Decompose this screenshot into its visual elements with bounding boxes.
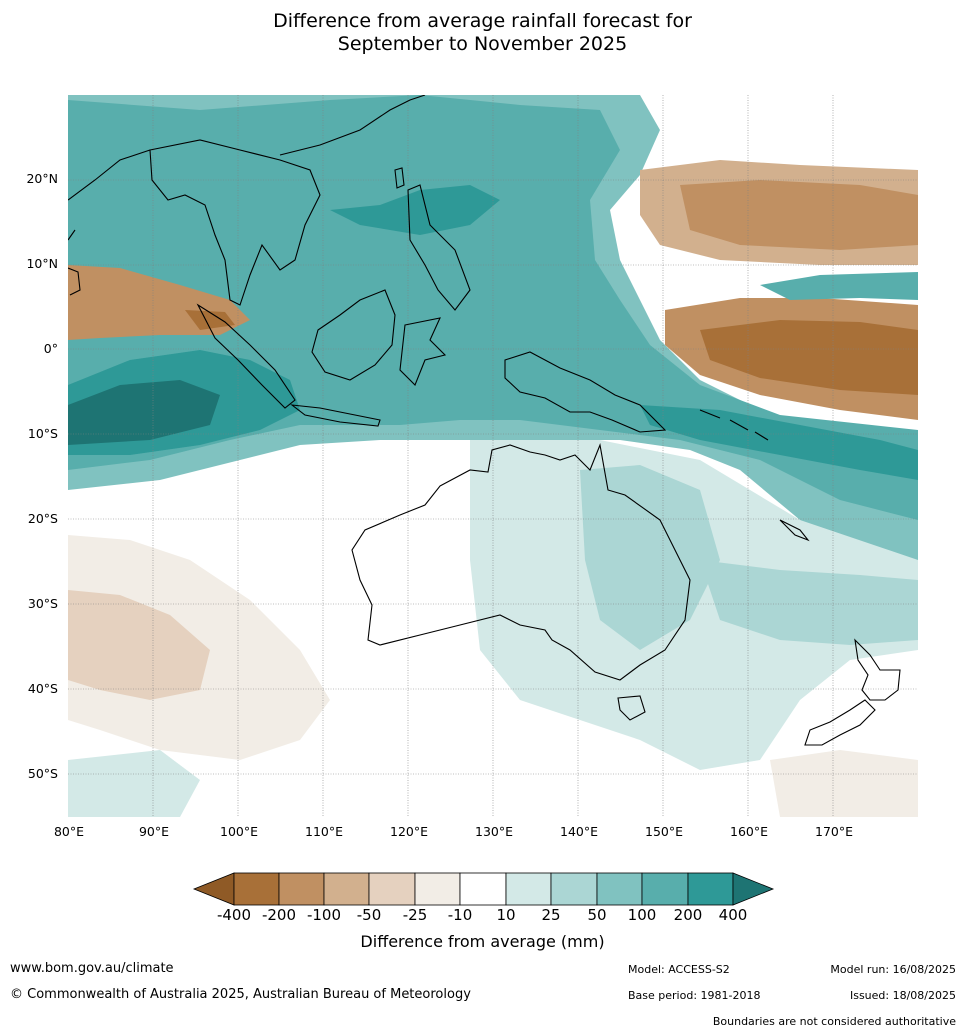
lon-label-90e: 90°E [138, 824, 170, 839]
footer-base-period: Base period: 1981-2018 [628, 989, 761, 1002]
colorbar-bin-6 [459, 872, 507, 906]
colorbar-tick: -200 [261, 906, 297, 924]
lon-label-160e: 160°E [729, 824, 769, 839]
footer-model: Model: ACCESS-S2 [628, 963, 730, 976]
colorbar-bin-3 [323, 872, 370, 906]
dry-region-south-pacific [770, 750, 918, 817]
lat-label-40s: 40°S [27, 681, 58, 696]
dry-region-indian-core [185, 310, 235, 330]
coastline-new-zealand-north [854, 638, 901, 701]
wet-region-east-australia [580, 465, 720, 650]
coastline-borneo [311, 289, 396, 381]
coastline-sumatra [196, 303, 296, 409]
colorbar-tick: 200 [673, 906, 703, 924]
lon-label-150e: 150°E [644, 824, 684, 839]
colorbar-tick: -25 [402, 906, 428, 924]
footer-copyright: © Commonwealth of Australia 2025, Austra… [10, 987, 471, 1002]
lat-label-30s: 30°S [27, 596, 58, 611]
wet-core-philippines [330, 185, 500, 235]
coastline-sri-lanka [68, 267, 81, 296]
colorbar-bin-7 [505, 872, 552, 906]
colorbar-tick: -10 [447, 906, 473, 924]
coastline-new-guinea [504, 351, 667, 433]
wet-core-darkest [68, 380, 220, 445]
lon-label-80e: 80°E [53, 824, 85, 839]
coastline-sulawesi [399, 317, 447, 386]
colorbar-bin-2 [278, 872, 325, 906]
coastline-new-caledonia [779, 519, 810, 542]
dry-region-pacific-north-core [680, 180, 918, 250]
lon-label-100e: 100°E [219, 824, 259, 839]
wet-region-southern-ocean [68, 750, 200, 817]
coastline-solomon-islands [699, 409, 769, 441]
colorbar-bin-1 [233, 872, 280, 906]
lon-label-130e: 130°E [474, 824, 514, 839]
colorbar-bin-10 [641, 872, 689, 906]
footer-url[interactable]: www.bom.gov.au/climate [10, 961, 174, 976]
coastline-philippines [407, 184, 471, 311]
colorbar-bin-5 [414, 872, 461, 906]
coastline-tasmania [617, 695, 646, 721]
colorbar-extend-high [732, 872, 775, 906]
colorbar-extend-low [192, 872, 235, 906]
colorbar-bin-9 [596, 872, 643, 906]
dry-region-southern-indian-core [68, 590, 210, 700]
lat-label-10n: 10°N [26, 256, 58, 271]
footer-issued: Issued: 18/08/2025 [849, 989, 956, 1002]
footer-boundaries-note: Boundaries are not considered authoritat… [712, 1015, 956, 1028]
lon-label-120e: 120°E [389, 824, 429, 839]
colorbar-tick: 100 [627, 906, 657, 924]
graticule [68, 95, 918, 817]
dry-region-pacific-eq-core [700, 320, 918, 395]
lat-label-10s: 10°S [27, 426, 58, 441]
wet-core-pacific [640, 405, 918, 480]
colorbar-tick: -400 [216, 906, 252, 924]
coastline-java [290, 404, 381, 427]
colorbar-bin-11 [687, 872, 734, 906]
lat-label-20n: 20°N [26, 171, 58, 186]
coastline-australia [351, 443, 691, 681]
colorbar-tick: 10 [496, 906, 516, 924]
coastline-indochina [149, 139, 321, 306]
coastline-india [68, 149, 151, 241]
lon-label-170e: 170°E [814, 824, 854, 839]
wet-band-pacific [760, 272, 918, 300]
colorbar-bin-4 [368, 872, 416, 906]
colorbar-tick: -50 [356, 906, 382, 924]
title-line-2: September to November 2025 [337, 33, 628, 55]
colorbar-tick: 50 [587, 906, 607, 924]
lat-label-0: 0° [43, 341, 58, 356]
map-title: Difference from average rainfall forecas… [0, 10, 965, 56]
colorbar-label: Difference from average (mm) [360, 932, 605, 951]
colorbar-tick: -100 [306, 906, 342, 924]
wet-region-tasman [700, 560, 918, 645]
lat-label-20s: 20°S [27, 511, 58, 526]
colorbar-tick: 400 [718, 906, 748, 924]
coastline-taiwan [394, 167, 405, 189]
lon-label-110e: 110°E [304, 824, 344, 839]
colorbar-bin-8 [550, 872, 598, 906]
colorbar [192, 872, 775, 906]
coastline-china [279, 95, 426, 156]
lat-label-50s: 50°S [27, 766, 58, 781]
title-line-1: Difference from average rainfall forecas… [273, 10, 692, 32]
footer-model-run: Model run: 16/08/2025 [830, 963, 956, 976]
coastlines [68, 95, 901, 746]
coastline-new-zealand-south [804, 699, 876, 746]
lon-label-140e: 140°E [559, 824, 599, 839]
colorbar-tick: 25 [541, 906, 561, 924]
